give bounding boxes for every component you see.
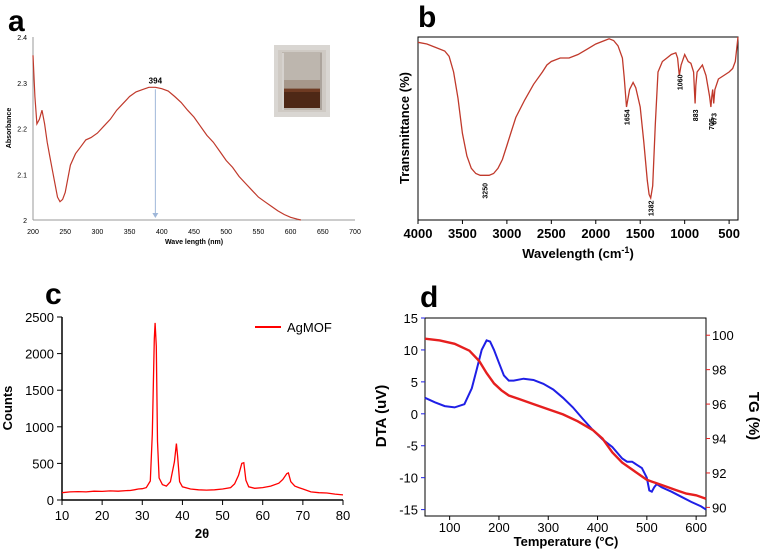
ftir-peak-label-673: 673 <box>712 113 719 125</box>
ftir-peak-label-1060: 1060 <box>677 74 684 90</box>
tg-y-tick-1: 98 <box>712 363 726 378</box>
dta-y-tick-6: -15 <box>399 503 418 518</box>
uv-x-tick-6: 500 <box>220 229 232 236</box>
xrd-x-tick-7: 80 <box>336 508 350 523</box>
panel-label-b: b <box>418 1 436 34</box>
panel-label-a: a <box>8 5 25 38</box>
xrd-y-tick-5: 2500 <box>25 310 54 325</box>
xrd-chart: 10 20 30 40 50 60 70 80 0 500 1000 1500 2000 2500 2θ… <box>0 310 350 541</box>
xrd-x-tick-5: 60 <box>255 508 269 523</box>
ftir-peak-label-1654: 1654 <box>625 109 632 125</box>
absorbance-line <box>32 55 302 221</box>
tga-x-tick-2: 300 <box>537 520 559 535</box>
peak-marker-arrow <box>152 213 159 218</box>
uv-x-tick-1: 250 <box>59 229 71 236</box>
xrd-x-tick-0: 10 <box>55 508 69 523</box>
ftir-x-tick-5: 1500 <box>626 226 655 241</box>
xrd-y-tick-4: 2000 <box>25 347 54 362</box>
tga-x-tick-0: 100 <box>439 520 461 535</box>
xrd-x-tick-6: 70 <box>296 508 310 523</box>
tg-y-tick-4: 92 <box>712 466 726 481</box>
uv-y-tick-2: 2.2 <box>17 127 27 134</box>
panel-label-c: c <box>45 278 62 311</box>
xrd-x-tick-2: 30 <box>135 508 149 523</box>
xrd-x-tick-3: 40 <box>175 508 189 523</box>
xrd-y-tick-2: 1000 <box>25 420 54 435</box>
ftir-frame <box>417 36 739 221</box>
sample-vial-photo <box>274 45 330 117</box>
dta-line <box>424 339 707 511</box>
uv-y-tick-1: 2.1 <box>17 172 27 179</box>
tga-x-tick-1: 200 <box>488 520 510 535</box>
tga-dta-chart: 100 200 300 400 500 600 15 10 5 0 -5 -10 -15 100 98 9… <box>373 311 761 549</box>
uv-x-tick-5: 450 <box>188 229 200 236</box>
tga-frame <box>424 317 707 517</box>
tg-y-tick-2: 96 <box>712 397 726 412</box>
uv-vis-chart: 200 250 300 350 400 450 500 550 600 650 700 2 2.1 2.… <box>6 35 361 246</box>
uv-x-tick-8: 600 <box>285 229 297 236</box>
dta-y-tick-2: 5 <box>411 375 418 390</box>
ftir-peak-label-883: 883 <box>693 109 700 121</box>
ftir-x-tick-2: 3000 <box>492 226 521 241</box>
dta-y-tick-5: -10 <box>399 471 418 486</box>
agmof-pattern-line <box>61 322 344 496</box>
tga-x-label: Temperature (°C) <box>514 534 619 549</box>
dta-y-tick-3: 0 <box>411 407 418 422</box>
xrd-y-tick-3: 1500 <box>25 383 54 398</box>
ftir-x-tick-6: 1000 <box>670 226 699 241</box>
ftir-x-tick-0: 4000 <box>404 226 433 241</box>
dta-y-tick-4: -5 <box>406 439 418 454</box>
uv-x-tick-9: 650 <box>317 229 329 236</box>
xrd-y-tick-0: 0 <box>47 493 54 508</box>
tga-x-tick-3: 400 <box>587 520 609 535</box>
xrd-x-tick-1: 20 <box>95 508 109 523</box>
xrd-x-tick-4: 50 <box>215 508 229 523</box>
dta-y-tick-0: 15 <box>404 311 418 326</box>
tga-x-tick-5: 600 <box>685 520 707 535</box>
panel-label-d: d <box>420 281 438 314</box>
uv-x-label: Wave length (nm) <box>165 239 223 246</box>
ftir-x-tick-1: 3500 <box>448 226 477 241</box>
tg-line <box>424 337 707 500</box>
uv-y-tick-4: 2.4 <box>17 35 27 42</box>
uv-x-tick-4: 400 <box>156 229 168 236</box>
tg-y-label: TG (%) <box>745 392 761 440</box>
tg-y-tick-0: 100 <box>712 328 734 343</box>
ftir-x-tick-4: 2000 <box>581 226 610 241</box>
uv-x-tick-3: 350 <box>124 229 136 236</box>
uv-x-tick-2: 300 <box>92 229 104 236</box>
transmittance-line <box>417 36 739 201</box>
uv-x-tick-7: 550 <box>253 229 265 236</box>
legend-label-agmof: AgMOF <box>287 320 332 335</box>
uv-y-label: Absorbance <box>6 108 13 149</box>
xrd-y-label: Counts <box>0 386 15 431</box>
ftir-x-label: Wavelength (cm-1) <box>522 245 634 261</box>
dta-y-label: DTA (uV) <box>373 385 390 447</box>
ftir-y-label: Transmittance (%) <box>397 72 412 184</box>
ftir-peak-label-3250: 3250 <box>483 183 490 199</box>
ftir-chart: 4000 3500 3000 2500 2000 1500 1000 500 Waveleng… <box>397 36 740 261</box>
uv-y-tick-3: 2.3 <box>17 81 27 88</box>
xrd-y-tick-1: 500 <box>32 456 54 471</box>
tg-y-tick-5: 90 <box>712 500 726 515</box>
uv-y-tick-0: 2 <box>23 218 27 225</box>
xrd-x-label: 2θ <box>195 526 209 541</box>
uv-x-tick-10: 700 <box>349 229 361 236</box>
dta-y-tick-1: 10 <box>404 343 418 358</box>
ftir-peak-label-705: 705 <box>709 118 716 130</box>
ftir-x-tick-3: 2500 <box>537 226 566 241</box>
tga-x-tick-4: 500 <box>636 520 658 535</box>
ftir-peak-label-1382: 1382 <box>649 200 656 216</box>
ftir-x-tick-7: 500 <box>718 226 740 241</box>
tg-y-tick-3: 94 <box>712 432 726 447</box>
peak-label-394: 394 <box>149 76 163 85</box>
uv-x-tick-0: 200 <box>27 229 39 236</box>
